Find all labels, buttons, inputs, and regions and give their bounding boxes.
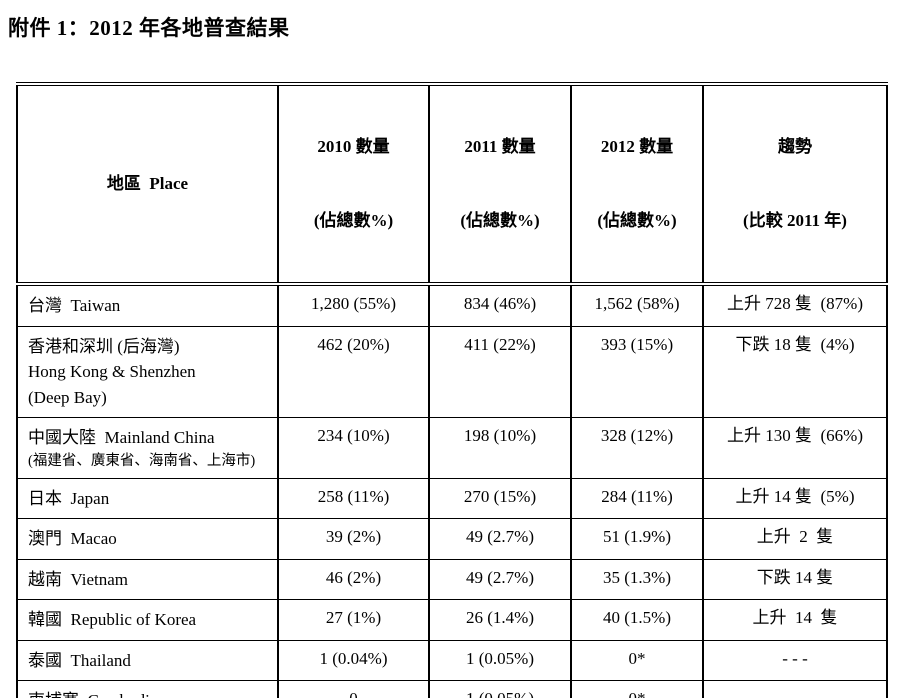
table-row: 越南 Vietnam 46 (2%) 49 (2.7%) 35 (1.3%) 下跌 14… (16, 558, 888, 601)
place-text: 泰國 Thailand (28, 650, 131, 670)
place-text: 澳門 Macao (28, 529, 117, 549)
table-row: 韓國 Republic of Korea 27 (1%) 26 (1.4%) 40 (… (16, 599, 888, 641)
table-header: 地區 Place 2010 數量 (佔總數%) 2011 數量 (佔總數%) 2… (16, 83, 888, 286)
count-2012-cell: 284 (11%) (570, 477, 704, 520)
trend-cell: 上升 130 隻 (66%) (702, 417, 888, 479)
trend-cell: 上升 14 隻 (5%) (702, 477, 888, 520)
header-trend-line1: 趨勢 (778, 137, 812, 156)
count-2011-cell: 26 (1.4%) (428, 599, 572, 641)
count-2012-cell: 393 (15%) (570, 325, 704, 418)
count-2011-cell: 270 (15%) (428, 477, 572, 520)
count-2011-cell: 1 (0.05%) (428, 639, 572, 682)
place-text: 韓國 Republic of Korea (28, 610, 197, 630)
place-text: 日本 Japan (28, 488, 110, 508)
count-2011-cell: 198 (10%) (428, 417, 572, 479)
count-2011-cell: 411 (22%) (428, 325, 572, 418)
trend-cell: 上升 2 隻 (702, 518, 888, 560)
table-body: 台灣 Taiwan 1,280 (55%) 834 (46%) 1,562 (58%)… (16, 283, 888, 698)
header-trend: 趨勢 (比較 2011 年) (702, 83, 888, 286)
count-2010-cell: 1 (0.04%) (277, 639, 430, 682)
count-2012-cell: 0* (570, 639, 704, 682)
count-2011-cell: 49 (2.7%) (428, 558, 572, 601)
trend-cell: 上升 728 隻 (87%) (702, 283, 888, 327)
count-2010-cell: 462 (20%) (277, 325, 430, 418)
place-cell: 中國大陸 Mainland China (福建省、廣東省、海南省、上海市) (16, 417, 279, 479)
place-text: 中國大陸 Mainland China (28, 428, 215, 447)
header-trend-line2: (比較 2011 年) (743, 211, 847, 230)
count-2011-cell: 1 (0.05%) (428, 680, 572, 698)
header-2010-line1: 2010 數量 (317, 137, 390, 156)
header-2010: 2010 數量 (佔總數%) (277, 83, 430, 286)
trend-cell: 上升 14 隻 (702, 599, 888, 641)
count-2012-cell: 51 (1.9%) (570, 518, 704, 560)
count-2011-cell: 49 (2.7%) (428, 518, 572, 560)
count-2012-cell: 1,562 (58%) (570, 283, 704, 327)
count-2010-cell: 234 (10%) (277, 417, 430, 479)
count-2012-cell: 40 (1.5%) (570, 599, 704, 641)
place-cell: 澳門 Macao (16, 518, 279, 560)
header-place-label: 地區 Place (106, 174, 189, 193)
table-row: 柬埔寨 Cambodia 01 (0.05%)0*- - - (16, 680, 888, 698)
place-text: Hong Kong & Shenzhen (28, 362, 196, 381)
place-cell: 柬埔寨 Cambodia (16, 680, 279, 698)
place-cell: 日本 Japan (16, 477, 279, 520)
header-2012-line1: 2012 數量 (600, 137, 674, 156)
table-row: 泰國 Thailand 1 (0.04%) 1 (0.05%) 0* - - - (16, 639, 888, 682)
place-cell: 韓國 Republic of Korea (16, 599, 279, 641)
place-cell: 台灣 Taiwan (16, 283, 279, 327)
count-2010-cell: 39 (2%) (277, 518, 430, 560)
trend-cell: 下跌 18 隻 (4%) (702, 325, 888, 418)
header-2011: 2011 數量 (佔總數%) (428, 83, 572, 286)
header-2012-line2: (佔總數%) (597, 211, 677, 230)
place-text: 台灣 Taiwan (28, 296, 121, 315)
count-2010-cell: 27 (1%) (277, 599, 430, 641)
place-cell: 香港和深圳 (后海灣) Hong Kong & Shenzhen (Deep Bay… (16, 325, 279, 418)
trend-cell: - - - (702, 639, 888, 682)
trend-cell: - - - (702, 680, 888, 698)
place-text: (福建省、廣東省、海南省、上海市) (28, 452, 256, 469)
place-text: 柬埔寨 Cambodia (28, 688, 271, 698)
place-text: 香港和深圳 (后海灣) (28, 336, 180, 356)
census-table: 地區 Place 2010 數量 (佔總數%) 2011 數量 (佔總數%) 2… (16, 82, 888, 698)
header-row: 地區 Place 2010 數量 (佔總數%) 2011 數量 (佔總數%) 2… (16, 83, 888, 286)
page-title: 附件 1：2012 年各地普查結果 (8, 16, 290, 40)
table-row: 日本 Japan 258 (11%) 270 (15%) 284 (11%) 上升 14… (16, 477, 888, 520)
table-row: 中國大陸 Mainland China (福建省、廣東省、海南省、上海市) 234 … (16, 417, 888, 479)
count-2010-cell: 46 (2%) (277, 558, 430, 601)
count-2012-cell: 328 (12%) (570, 417, 704, 479)
header-2012: 2012 數量 (佔總數%) (570, 83, 704, 286)
count-2010-cell: 1,280 (55%) (277, 283, 430, 327)
count-2010-cell: 0 (277, 680, 430, 698)
count-2010-cell: 258 (11%) (277, 477, 430, 520)
trend-cell: 下跌 14 隻 (702, 558, 888, 601)
place-cell: 泰國 Thailand (16, 639, 279, 682)
table-row: 澳門 Macao 39 (2%) 49 (2.7%) 51 (1.9%) 上升 2 隻 (16, 518, 888, 560)
header-place: 地區 Place (16, 83, 279, 286)
table-row: 香港和深圳 (后海灣) Hong Kong & Shenzhen (Deep Bay… (16, 325, 888, 418)
header-2011-line2: (佔總數%) (460, 211, 540, 230)
count-2012-cell: 35 (1.3%) (570, 558, 704, 601)
place-cell: 越南 Vietnam (16, 558, 279, 601)
place-text: 越南 Vietnam (28, 569, 129, 589)
place-text: (Deep Bay) (28, 387, 107, 407)
table-row: 台灣 Taiwan 1,280 (55%) 834 (46%) 1,562 (58%)… (16, 283, 888, 327)
header-2011-line1: 2011 數量 (464, 137, 536, 156)
count-2011-cell: 834 (46%) (428, 283, 572, 327)
header-2010-line2: (佔總數%) (313, 211, 394, 230)
count-2012-cell: 0* (570, 680, 704, 698)
